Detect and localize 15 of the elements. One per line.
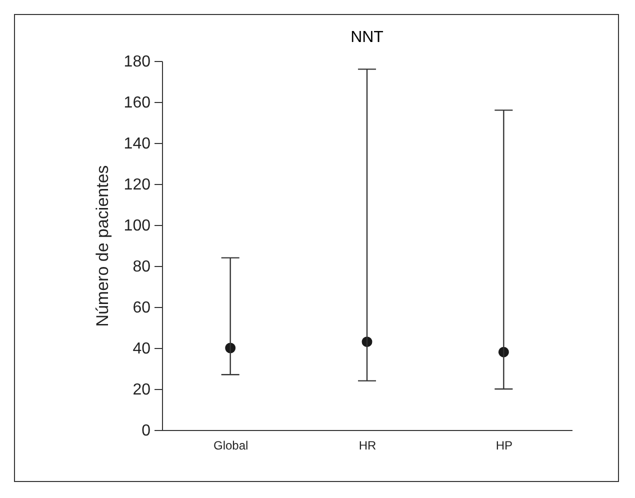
- x-tick-label: HR: [358, 438, 376, 452]
- y-tick-label: 20: [132, 382, 151, 398]
- y-tick-label: 80: [132, 258, 151, 276]
- y-tick-label: 100: [124, 218, 151, 234]
- y-tick-label: 160: [124, 94, 151, 112]
- chart-title: NNT: [350, 29, 384, 46]
- y-axis-title: Número de pacientes: [92, 165, 112, 327]
- y-tick-label: 40: [132, 340, 151, 358]
- y-tick-label: 60: [132, 300, 151, 316]
- x-tick-label: HP: [496, 438, 513, 452]
- y-tick-label: 120: [124, 176, 151, 194]
- y-tick-label: 140: [124, 136, 151, 152]
- y-tick-label: 180: [124, 54, 151, 70]
- x-tick-label: Global: [213, 438, 248, 452]
- y-tick-label: 0: [142, 422, 151, 440]
